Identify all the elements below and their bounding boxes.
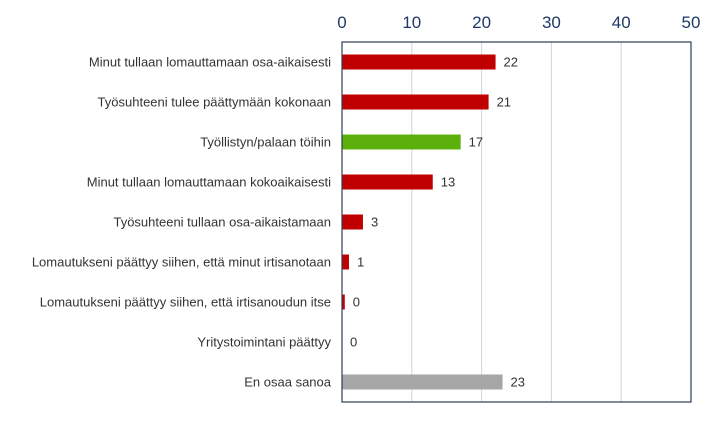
bar <box>342 54 496 70</box>
bar <box>342 174 433 190</box>
bar <box>342 214 363 230</box>
category-label: Työsuhteeni tulee päättymään kokonaan <box>98 95 331 110</box>
category-label: Työllistyn/palaan töihin <box>200 135 331 150</box>
data-label: 3 <box>371 215 378 230</box>
data-label: 21 <box>497 95 511 110</box>
category-label: Lomautukseni päättyy siihen, että irtisa… <box>40 295 331 310</box>
bars <box>342 54 503 390</box>
bar <box>342 294 345 310</box>
bar <box>342 254 349 270</box>
data-label: 13 <box>441 175 455 190</box>
category-labels: Minut tullaan lomauttamaan osa-aikaisest… <box>32 55 332 390</box>
category-label: Minut tullaan lomauttamaan kokoaikaisest… <box>87 175 331 190</box>
x-tick-label: 50 <box>682 13 701 32</box>
data-label: 0 <box>350 335 357 350</box>
bar <box>342 94 489 110</box>
category-label: Yritystoimintani päättyy <box>197 335 331 350</box>
bar <box>342 374 503 390</box>
x-tick-label: 40 <box>612 13 631 32</box>
x-axis-tick-labels: 0 10 20 30 40 50 <box>337 13 700 32</box>
x-tick-label: 30 <box>542 13 561 32</box>
category-label: En osaa sanoa <box>244 375 332 390</box>
data-label: 17 <box>469 135 483 150</box>
x-tick-label: 20 <box>472 13 491 32</box>
data-label: 1 <box>357 255 364 270</box>
data-label: 22 <box>504 55 518 70</box>
category-label: Lomautukseni päättyy siihen, että minut … <box>32 255 331 270</box>
data-label: 0 <box>353 295 360 310</box>
plot-frame <box>341 41 692 403</box>
x-tick-label: 0 <box>337 13 346 32</box>
data-label: 23 <box>511 375 525 390</box>
category-label: Työsuhteeni tullaan osa-aikaistamaan <box>113 215 331 230</box>
x-tick-label: 10 <box>402 13 421 32</box>
category-label: Minut tullaan lomauttamaan osa-aikaisest… <box>89 55 331 70</box>
value-labels: 22 21 17 13 3 1 0 0 23 <box>350 55 525 390</box>
bar <box>342 134 461 150</box>
